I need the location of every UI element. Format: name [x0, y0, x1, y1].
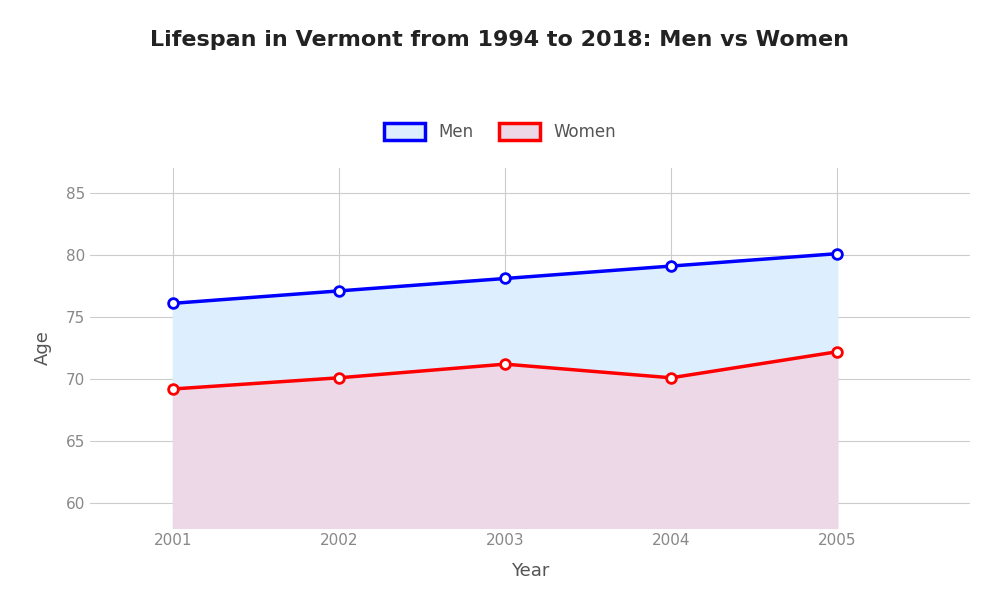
X-axis label: Year: Year [511, 562, 549, 580]
Legend: Men, Women: Men, Women [377, 116, 623, 148]
Text: Lifespan in Vermont from 1994 to 2018: Men vs Women: Lifespan in Vermont from 1994 to 2018: M… [150, 30, 850, 50]
Y-axis label: Age: Age [34, 331, 52, 365]
